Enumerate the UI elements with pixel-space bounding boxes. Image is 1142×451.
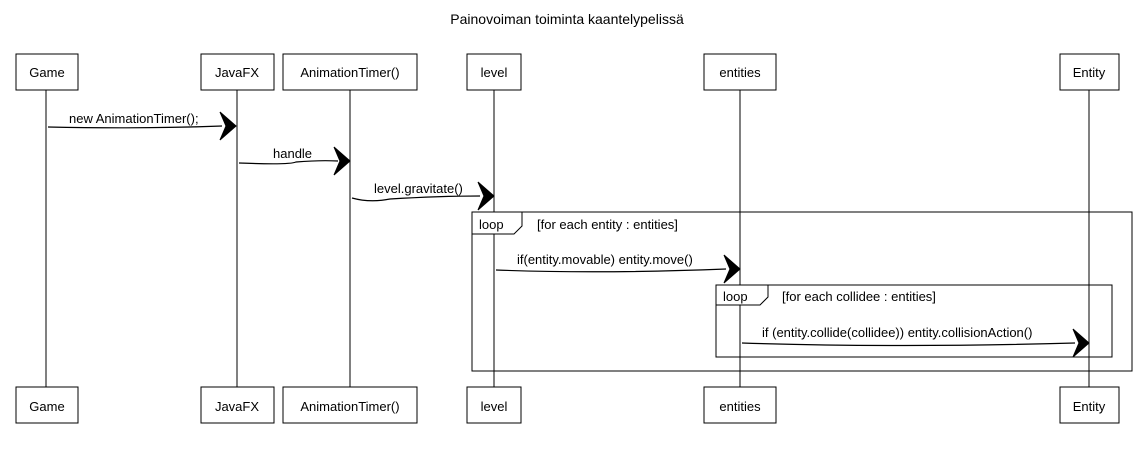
message-label: level.gravitate() <box>374 181 463 196</box>
participant-box <box>282 53 418 91</box>
participant-box <box>282 386 418 424</box>
participant-game-top: Game <box>15 53 79 91</box>
diagram-title: Painovoiman toiminta kaantelypelissä <box>450 11 684 27</box>
participant-box <box>466 53 522 91</box>
participant-entity-bottom: Entity <box>1059 386 1120 424</box>
message-line <box>495 268 727 273</box>
participant-game-bottom: Game <box>15 386 79 424</box>
participant-entities-bottom: entities <box>703 386 777 424</box>
participant-label: Entity <box>1073 399 1106 414</box>
message-line <box>47 125 223 129</box>
message-collision-action: if (entity.collide(collidee)) entity.col… <box>741 325 1090 358</box>
message-label: handle <box>273 146 312 161</box>
message-label: new AnimationTimer(); <box>69 111 199 126</box>
participant-box <box>1059 386 1120 424</box>
arrowhead-icon <box>219 111 237 141</box>
participant-level-top: level <box>466 53 522 91</box>
loop-frame-entities: loop [for each entity : entities] <box>471 211 1133 372</box>
participant-level-bottom: level <box>466 386 522 424</box>
participant-label: Game <box>29 399 64 414</box>
participant-animationtimer-top: AnimationTimer() <box>282 53 418 91</box>
message-label: if (entity.collide(collidee)) entity.col… <box>762 325 1032 340</box>
participant-label: AnimationTimer() <box>300 65 399 80</box>
participant-box <box>200 386 275 424</box>
message-label: if(entity.movable) entity.move() <box>517 252 693 267</box>
message-handle: handle <box>238 146 351 176</box>
participant-label: entities <box>719 399 761 414</box>
participant-box <box>200 53 275 91</box>
participant-entities-top: entities <box>703 53 777 91</box>
loop-keyword-inner: loop <box>723 289 748 304</box>
participant-label: Game <box>29 65 64 80</box>
participant-label: JavaFX <box>215 399 259 414</box>
loop-frame-outer-border <box>471 211 1133 372</box>
loop-frame-inner-border <box>715 284 1113 358</box>
message-entity-move: if(entity.movable) entity.move() <box>495 252 741 284</box>
loop-keyword-outer: loop <box>479 217 504 232</box>
participant-label: level <box>481 65 508 80</box>
participant-entity-top: Entity <box>1059 53 1120 91</box>
arrowhead-icon <box>333 146 351 176</box>
loop-tab-outer <box>471 211 523 235</box>
participant-box <box>15 386 79 424</box>
message-level-gravitate: level.gravitate() <box>351 181 495 211</box>
participant-javafx-bottom: JavaFX <box>200 386 275 424</box>
participant-javafx-top: JavaFX <box>200 53 275 91</box>
participant-box <box>703 386 777 424</box>
message-line <box>238 160 339 165</box>
participant-label: Entity <box>1073 65 1106 80</box>
arrowhead-icon <box>723 254 741 284</box>
arrowhead-icon <box>477 181 495 211</box>
participant-label: level <box>481 399 508 414</box>
participant-label: AnimationTimer() <box>300 399 399 414</box>
participant-animationtimer-bottom: AnimationTimer() <box>282 386 418 424</box>
message-new-animationtimer: new AnimationTimer(); <box>47 111 237 141</box>
message-line <box>351 195 481 202</box>
participant-box <box>1059 53 1120 91</box>
loop-tab-inner <box>715 284 769 306</box>
participant-box <box>466 386 522 424</box>
participant-label: entities <box>719 65 761 80</box>
participant-label: JavaFX <box>215 65 259 80</box>
arrowhead-icon <box>1072 328 1090 358</box>
participant-box <box>15 53 79 91</box>
loop-condition-inner: [for each collidee : entities] <box>782 289 936 304</box>
participant-box <box>703 53 777 91</box>
message-line <box>741 342 1076 347</box>
loop-frame-collidee: loop [for each collidee : entities] <box>715 284 1113 358</box>
loop-condition-outer: [for each entity : entities] <box>537 217 678 232</box>
